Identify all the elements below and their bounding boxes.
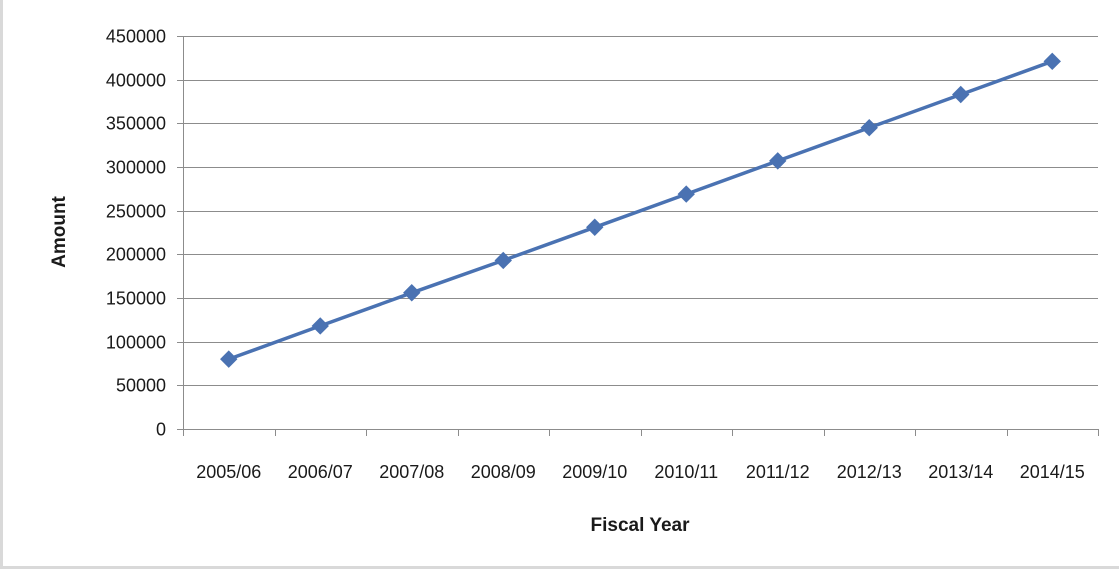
x-tick-label: 2008/09 xyxy=(471,462,536,482)
x-tick-label: 2011/12 xyxy=(746,462,810,482)
data-point-marker xyxy=(952,85,970,104)
series-line xyxy=(228,59,1053,361)
y-tick-label: 250000 xyxy=(106,202,166,222)
data-point-marker xyxy=(769,152,787,170)
x-tick-label: 2014/15 xyxy=(1020,462,1085,482)
x-tick-label: 2010/11 xyxy=(654,462,718,482)
axes xyxy=(177,36,1099,436)
x-axis-title: Fiscal Year xyxy=(591,515,691,536)
y-tick-labels: 0 50000 100000 150000 200000 250000 300000 3500… xyxy=(106,27,166,440)
y-tick-label: 50000 xyxy=(116,376,166,396)
data-point-marker xyxy=(494,251,512,270)
line-chart: 0 50000 100000 150000 200000 250000 300000 3500… xyxy=(49,27,1099,536)
data-series xyxy=(220,52,1061,368)
x-tick-label: 2006/07 xyxy=(288,462,353,482)
data-point-marker xyxy=(1043,52,1061,71)
x-tick-label: 2009/10 xyxy=(562,462,627,482)
y-tick-label: 450000 xyxy=(106,27,166,47)
x-tick-labels: 2005/06 2006/07 2007/08 2008/09 2009/10 2010/… xyxy=(196,462,1085,482)
x-tick-label: 2012/13 xyxy=(837,462,902,482)
y-tick-label: 200000 xyxy=(106,245,166,265)
x-tick-label: 2013/14 xyxy=(928,462,993,482)
y-tick-label: 100000 xyxy=(106,333,166,353)
data-point-marker xyxy=(403,284,421,302)
y-axis-title: Amount xyxy=(49,195,70,267)
y-tick-label: 350000 xyxy=(106,114,166,134)
data-point-marker xyxy=(311,317,329,335)
y-tick-label: 400000 xyxy=(106,71,166,91)
y-tick-label: 0 xyxy=(156,420,166,440)
x-tick-label: 2007/08 xyxy=(379,462,444,482)
data-point-marker xyxy=(860,118,878,137)
x-tick-label: 2005/06 xyxy=(196,462,261,482)
data-point-marker xyxy=(677,185,695,203)
data-point-marker xyxy=(586,218,604,236)
y-tick-label: 150000 xyxy=(106,289,166,309)
data-point-marker xyxy=(220,350,238,368)
y-tick-label: 300000 xyxy=(106,158,166,178)
